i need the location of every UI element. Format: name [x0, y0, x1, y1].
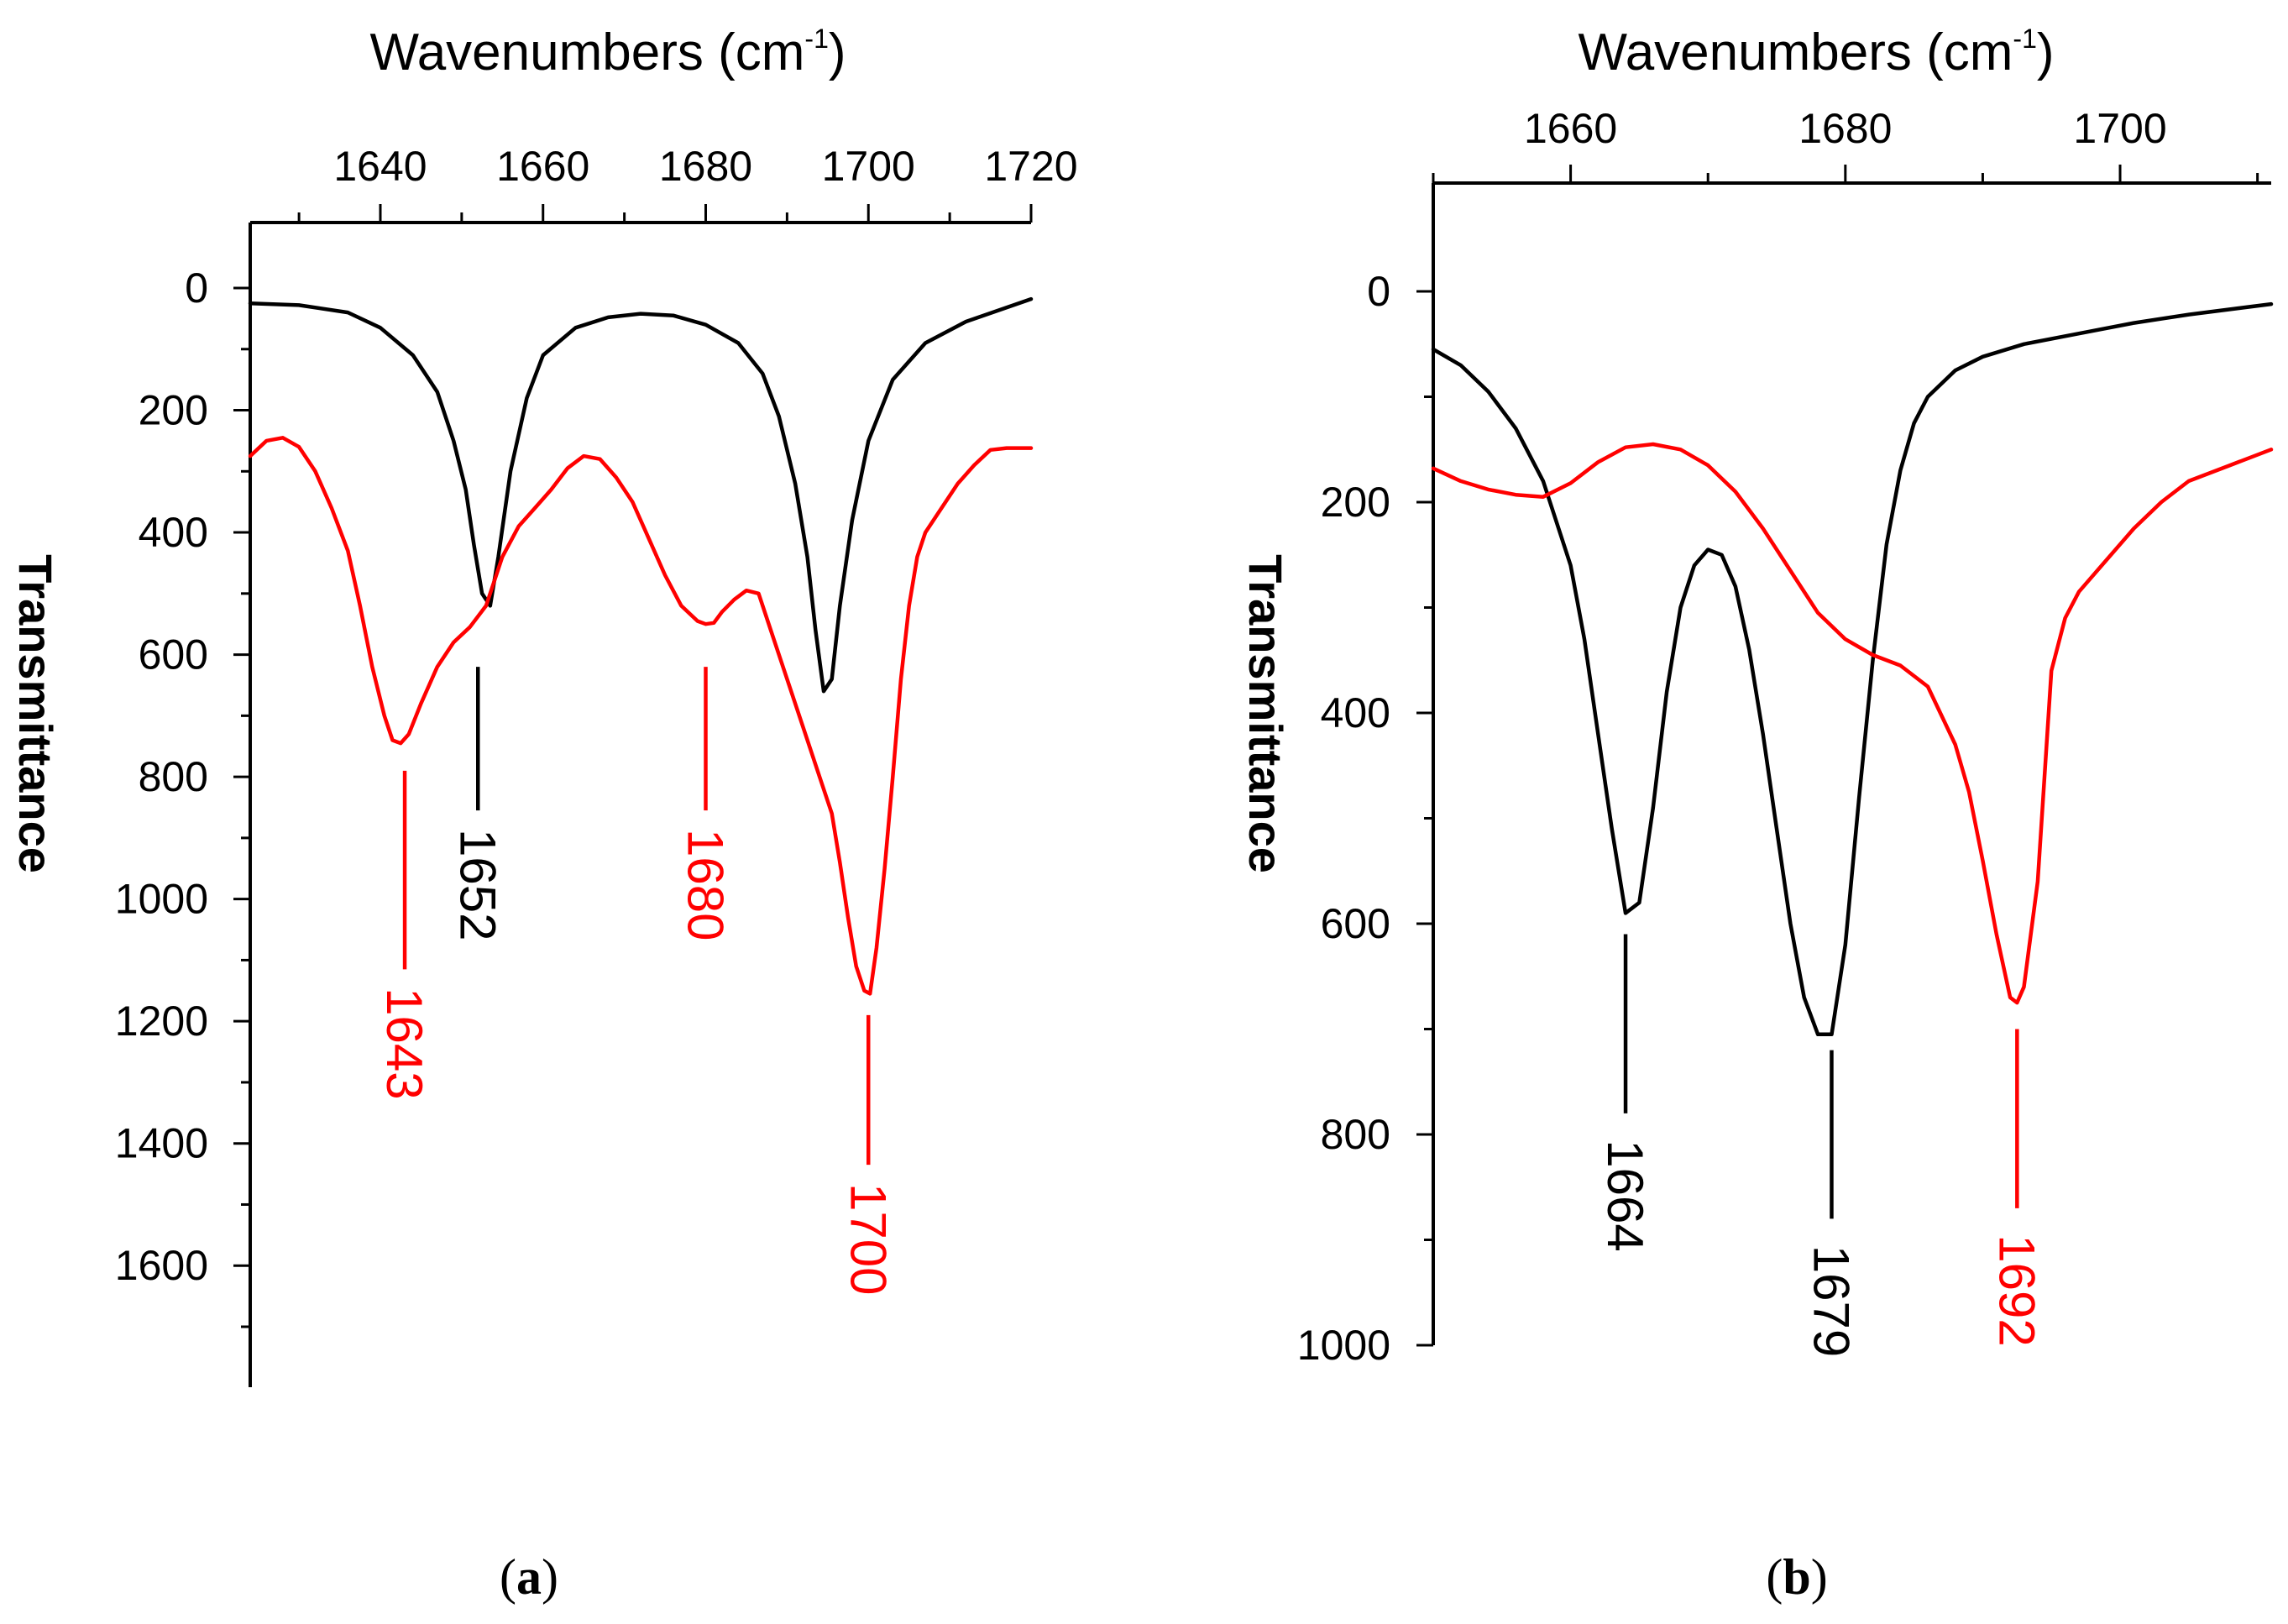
panel-b-caption: (b) — [1766, 1549, 1827, 1605]
peak-label-1700: 1700 — [840, 1183, 896, 1295]
panel-a-xaxis-title: Wavenumbers (cm-1) — [369, 24, 846, 81]
peak-label-1652: 1652 — [449, 829, 505, 940]
y-tick-label: 200 — [139, 387, 208, 434]
y-tick-label: 600 — [1321, 900, 1390, 947]
x-tick-label: 1660 — [1524, 105, 1617, 152]
y-tick-label: 800 — [1321, 1111, 1390, 1158]
y-tick-label: 200 — [1321, 479, 1390, 526]
panel-b-series-red — [1431, 442, 2274, 1005]
panel-a-series — [248, 296, 1034, 996]
y-tick-label: 400 — [1321, 689, 1390, 736]
panel-a-yaxis-title: Transmittance — [9, 554, 62, 873]
panel-a-series-red — [248, 436, 1034, 996]
panel-b-xaxis-title: Wavenumbers (cm-1) — [1578, 24, 2054, 81]
panel-b-annotations: 1664 1679 1692 — [1597, 934, 2045, 1357]
panel-a-axes: 1640 1660 1680 1700 1720 0 200 400 600 800 1000 120… — [115, 143, 1078, 1387]
y-tick-label: 400 — [139, 509, 208, 556]
peak-label-1680: 1680 — [678, 829, 734, 940]
x-tick-label: 1660 — [496, 143, 589, 190]
panel-b-axes: 1660 1680 1700 0 200 400 600 800 1000 — [1297, 105, 2271, 1369]
peak-label-1664: 1664 — [1597, 1139, 1653, 1251]
peak-label-1692: 1692 — [1988, 1234, 2045, 1346]
panel-a-series-black — [248, 296, 1034, 694]
x-tick-label: 1700 — [2073, 105, 2166, 152]
panel-a-annotations: 1643 1652 1680 1700 — [376, 667, 896, 1295]
y-tick-label: 0 — [185, 265, 208, 312]
panel-b-series — [1431, 301, 2274, 1037]
x-tick-label: 1640 — [333, 143, 427, 190]
peak-label-1643: 1643 — [376, 987, 432, 1099]
y-tick-label: 1000 — [1297, 1322, 1390, 1369]
panel-b-yaxis-title: Transmittance — [1239, 554, 1292, 873]
panel-b-series-black — [1431, 301, 2274, 1037]
y-tick-label: 1200 — [115, 998, 208, 1045]
panel-b-chart: Wavenumbers (cm-1) Transmittance 1660 168… — [1239, 24, 2274, 1605]
y-tick-label: 600 — [139, 631, 208, 678]
x-tick-label: 1680 — [1798, 105, 1892, 152]
x-tick-label: 1720 — [984, 143, 1077, 190]
y-tick-label: 800 — [139, 753, 208, 800]
y-tick-label: 1600 — [115, 1242, 208, 1289]
peak-label-1679: 1679 — [1803, 1245, 1859, 1357]
y-tick-label: 1000 — [115, 876, 208, 923]
panel-a-caption: (a) — [500, 1549, 558, 1605]
x-tick-label: 1700 — [822, 143, 915, 190]
panel-a-chart: Wavenumbers (cm-1) Transmittance 1640 166… — [9, 24, 1078, 1605]
y-tick-label: 0 — [1367, 268, 1390, 315]
x-tick-label: 1680 — [659, 143, 752, 190]
y-tick-label: 1400 — [115, 1120, 208, 1167]
